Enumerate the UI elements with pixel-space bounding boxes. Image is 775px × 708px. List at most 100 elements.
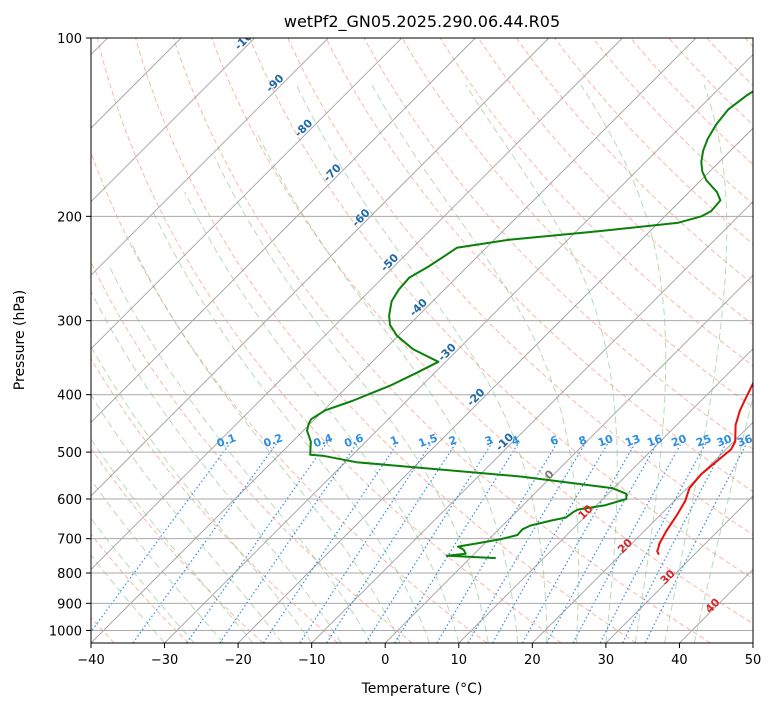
dry-adiabat [249,38,753,580]
mixing-ratio-label: 25 [694,432,713,449]
dry-adiabat [135,38,637,643]
y-tick-label: 500 [57,446,82,461]
moist-adiabat [91,479,224,643]
mixing-ratio-line [492,441,610,643]
y-tick-label: 900 [57,597,82,612]
dry-adiabat [515,38,753,285]
mixing-ratio-line [91,441,232,633]
x-tick-label: −10 [298,653,325,668]
moist-adiabat [91,345,313,643]
y-tick-label: 1000 [49,624,82,639]
mixing-ratio-line [262,441,400,643]
isotherm-line [91,38,403,350]
x-tick-label: −30 [151,653,178,668]
mixing-ratio-label: 13 [623,432,642,449]
dry-adiabat [96,38,562,643]
isopleth-labels: 0.1 0.2 0.4 0.6 1 1.5 2 3 4 6 8 10 13 16 20 25 30 36-100-… [215,38,754,616]
isotherm-line [91,38,623,571]
y-axis-label: Pressure (hPa) [12,290,28,390]
mixing-ratio-line [394,441,520,643]
plot-frame [90,37,754,644]
dry-adiabat [91,261,413,643]
mixing-ratio-label: 10 [596,432,615,450]
x-tick-label: 40 [671,653,688,668]
dry-adiabat [211,38,753,625]
moist-adiabat [255,130,519,643]
mixing-ratio-label: 1.5 [417,431,440,450]
dry-adiabat [592,38,753,205]
mixing-ratio-line [546,441,659,643]
moist-adiabat [91,517,195,643]
dry-adiabat [630,38,753,166]
y-tick-label: 100 [57,32,82,47]
mixing-ratio-line [186,441,329,643]
x-axis-label: Temperature (°C) [361,681,483,697]
dry-adiabat [325,38,753,493]
dry-adiabat [439,38,753,367]
mixing-ratio-label: 0.4 [312,431,335,450]
mixing-ratio-line [326,441,458,643]
moist-adiabat [465,84,618,643]
mixing-ratio-label: 6 [548,433,560,448]
moist-adiabat [580,84,667,643]
x-tick-label: 30 [598,653,615,668]
isotherm-line [531,421,753,643]
mixing-ratio-label: 16 [645,432,664,450]
dry-adiabat [173,38,711,643]
mixing-ratio-line [572,441,683,643]
y-tick-label: 200 [57,210,82,225]
isotherm-line [605,495,753,643]
moist-adiabat [693,394,753,643]
chart-title: wetPf2_GN05.2025.290.06.44.R05 [284,12,560,32]
moist-adiabat [371,84,579,643]
isotherm-line [311,200,753,643]
mixing-ratio-line [436,441,559,643]
mixing-ratio-label: 3 [483,433,495,448]
mixing-ratio-label: 0.2 [262,431,285,450]
isotherm-line [91,38,697,643]
x-tick-label: 0 [381,653,389,668]
isotherm-line [91,38,256,203]
axes: −40 −30 −20 −10 0 10 20 30 40 50 1000 900 800 700 600 5… [49,32,761,668]
dry-adiabat [477,38,753,326]
mixing-ratio-label: 8 [577,433,589,448]
isotherm-line [458,348,753,643]
dry-adiabat [287,38,753,536]
dewpoint-profile [306,90,753,560]
mixing-ratio-label: 36 [735,432,754,450]
mixing-ratio-label: 2 [447,433,459,448]
isotherm-line [164,53,753,643]
mixing-ratio-label: 0.1 [215,431,238,450]
mixing-ratio-label: 20 [670,432,689,450]
isotherm-line [91,38,476,424]
plot-background [91,38,753,643]
x-tick-label: 10 [451,653,468,668]
x-tick-label: 20 [524,653,541,668]
moist-adiabat [91,394,283,643]
mixing-ratio-label: 1 [388,433,400,448]
moist-adiabat [184,191,460,643]
data-layer [306,90,753,560]
y-tick-label: 300 [57,315,82,330]
isotherm-line [752,642,753,643]
y-tick-label: 400 [57,389,82,404]
grid-layer [91,38,753,643]
mixing-ratio-line [644,441,749,643]
mixing-ratio-line [132,441,279,643]
isotherm-line [237,127,753,643]
dry-adiabat [91,357,339,643]
mixing-ratio-line [299,441,433,643]
mixing-ratio-label: 0.6 [342,431,365,450]
dry-adiabat [91,151,488,643]
y-tick-label: 600 [57,493,82,508]
x-tick-label: −40 [77,653,104,668]
dry-adiabat [401,38,753,408]
y-tick-label: 700 [57,533,82,548]
temperature-profile [656,381,753,556]
x-tick-label: 50 [745,653,762,668]
y-tick-label: 800 [57,567,82,582]
mixing-ratio-label: 4 [510,433,522,448]
isotherm-line [91,38,329,276]
mixing-ratio-line [365,441,494,643]
mixing-ratio-line [467,441,587,643]
